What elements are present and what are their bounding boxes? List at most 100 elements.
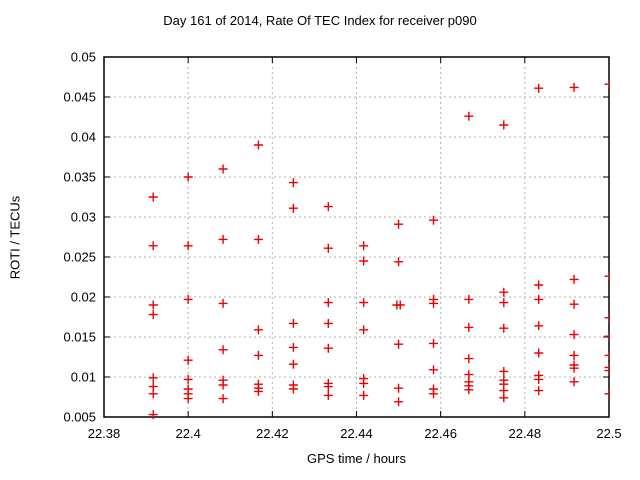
y-tick-label: 0.04 <box>71 130 96 145</box>
data-point-marker <box>464 322 474 332</box>
data-point-marker <box>183 394 193 404</box>
data-point-marker <box>499 323 509 333</box>
x-tick-label: 22.38 <box>88 426 121 441</box>
data-point-marker <box>148 410 158 420</box>
x-tick-label: 22.5 <box>596 426 621 441</box>
y-tick-label: 0.02 <box>71 290 96 305</box>
data-point-marker <box>569 350 579 360</box>
data-point-marker <box>394 219 404 229</box>
data-point-marker <box>499 366 509 376</box>
data-point-marker <box>464 354 474 364</box>
data-point-marker <box>148 192 158 202</box>
data-point-marker <box>604 362 609 372</box>
data-point-marker <box>569 377 579 387</box>
x-axis-label: GPS time / hours <box>307 451 406 466</box>
x-tick-label: 22.4 <box>176 426 201 441</box>
data-point-marker <box>394 397 404 407</box>
data-point-marker <box>218 345 228 355</box>
data-point-marker <box>394 383 404 393</box>
data-point-marker <box>534 83 544 93</box>
y-tick-label: 0.015 <box>63 330 96 345</box>
y-tick-label: 0.045 <box>63 90 96 105</box>
data-point-marker <box>534 348 544 358</box>
data-point-marker <box>323 298 333 308</box>
y-tick-label: 0.01 <box>71 370 96 385</box>
data-point-marker <box>429 298 439 308</box>
x-tick-label: 22.44 <box>340 426 373 441</box>
data-point-marker <box>604 331 609 341</box>
data-point-marker <box>183 172 193 182</box>
data-point-marker <box>569 274 579 284</box>
data-point-marker <box>323 343 333 353</box>
data-point-marker <box>569 330 579 340</box>
data-point-marker <box>323 202 333 212</box>
data-point-marker <box>464 294 474 304</box>
data-point-marker <box>183 355 193 365</box>
data-point-marker <box>359 256 369 266</box>
data-point-marker <box>359 390 369 400</box>
data-point-marker <box>604 271 609 281</box>
y-tick-label: 0.005 <box>63 410 96 425</box>
data-point-marker <box>148 389 158 399</box>
data-point-marker <box>218 164 228 174</box>
data-point-marker <box>604 313 609 323</box>
data-point-marker <box>569 299 579 309</box>
data-point-marker <box>604 350 609 360</box>
data-point-marker <box>604 366 609 376</box>
data-point-marker <box>323 390 333 400</box>
data-point-marker <box>429 389 439 399</box>
data-point-marker <box>534 386 544 396</box>
data-point-marker <box>148 241 158 251</box>
data-point-marker <box>359 378 369 388</box>
data-point-marker <box>288 178 298 188</box>
data-point-marker <box>359 325 369 335</box>
data-point-marker <box>534 294 544 304</box>
data-points <box>148 79 609 420</box>
data-point-marker <box>253 140 263 150</box>
x-tick-label: 22.42 <box>256 426 289 441</box>
data-point-marker <box>604 79 609 89</box>
data-point-marker <box>218 380 228 390</box>
data-point-marker <box>534 374 544 384</box>
data-point-marker <box>288 384 298 394</box>
data-point-marker <box>604 389 609 399</box>
data-point-marker <box>323 318 333 328</box>
data-point-marker <box>288 318 298 328</box>
data-point-marker <box>395 300 405 310</box>
data-point-marker <box>148 310 158 320</box>
data-point-marker <box>359 298 369 308</box>
data-point-marker <box>253 325 263 335</box>
data-point-marker <box>218 298 228 308</box>
y-tick-label: 0.03 <box>71 210 96 225</box>
data-point-marker <box>464 111 474 121</box>
data-point-marker <box>499 120 509 130</box>
data-point-marker <box>323 243 333 253</box>
data-point-marker <box>534 321 544 331</box>
data-point-marker <box>429 365 439 375</box>
data-point-marker <box>499 287 509 297</box>
data-point-marker <box>323 382 333 392</box>
data-point-marker <box>499 298 509 308</box>
data-point-marker <box>253 386 263 396</box>
y-tick-label: 0.05 <box>71 50 96 65</box>
x-tick-label: 22.48 <box>509 426 542 441</box>
data-point-marker <box>429 215 439 225</box>
chart-title: Day 161 of 2014, Rate Of TEC Index for r… <box>163 13 477 28</box>
y-tick-label: 0.025 <box>63 250 96 265</box>
data-point-marker <box>569 363 579 373</box>
data-point-marker <box>534 280 544 290</box>
data-point-marker <box>183 294 193 304</box>
x-tick-label: 22.46 <box>424 426 457 441</box>
data-point-marker <box>429 338 439 348</box>
data-point-marker <box>394 339 404 349</box>
data-point-marker <box>148 373 158 383</box>
data-point-marker <box>394 257 404 267</box>
data-point-marker <box>288 203 298 213</box>
data-point-marker <box>499 393 509 403</box>
data-point-marker <box>359 241 369 251</box>
y-tick-label: 0.035 <box>63 170 96 185</box>
data-point-marker <box>288 342 298 352</box>
data-point-marker <box>569 82 579 92</box>
